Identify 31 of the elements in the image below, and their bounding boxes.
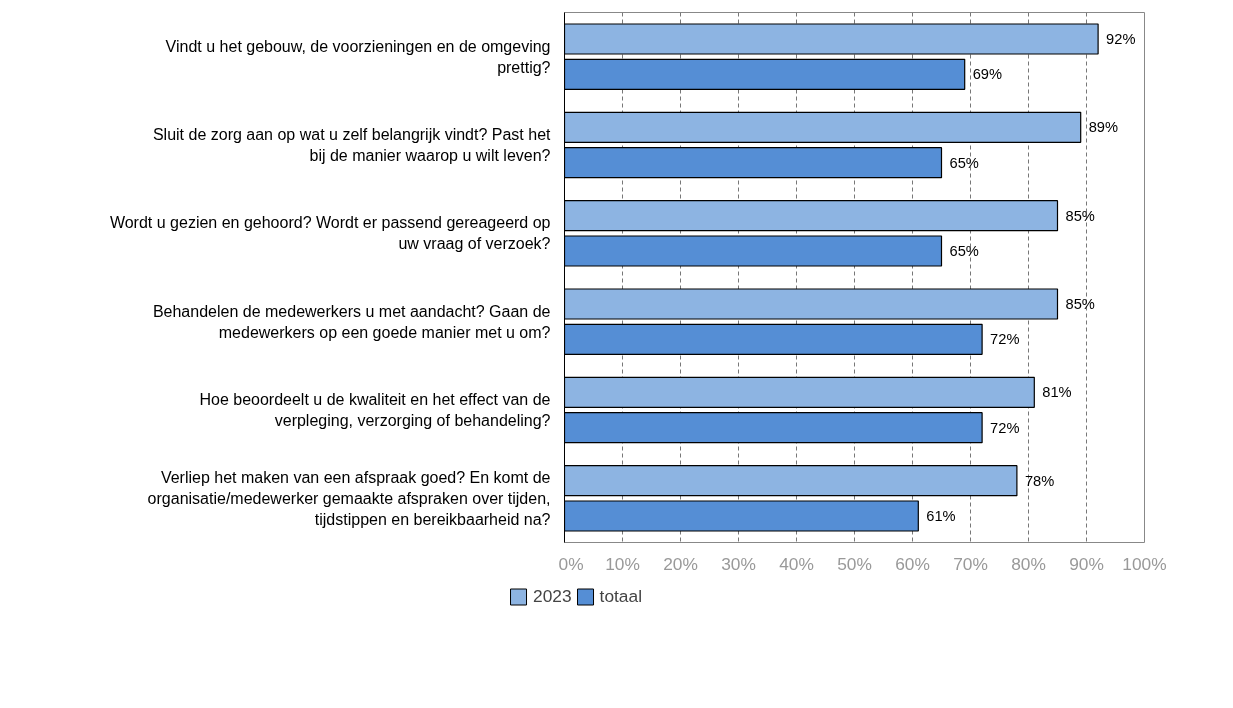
data-label: 92% xyxy=(1106,31,1136,47)
data-label: 85% xyxy=(1065,296,1095,312)
x-tick-label: 30% xyxy=(721,553,756,574)
x-tick-label: 0% xyxy=(558,553,584,574)
x-tick-label: 60% xyxy=(895,553,930,574)
data-label: 65% xyxy=(949,243,979,259)
x-tick-label: 10% xyxy=(605,553,640,574)
x-tick-label: 20% xyxy=(663,553,698,574)
x-tick-label: 70% xyxy=(953,553,988,574)
data-label: 78% xyxy=(1024,472,1055,489)
data-label: 72% xyxy=(990,419,1020,436)
y-tick-label: Wordt u gezien en gehoord? Wordt er passend gereageerd op uw vraag of verzoek? xyxy=(109,214,551,253)
y-tick-label: Verliep het maken van een afspraak goed? En komt de organisatie/medewerker gemaakte afspraken over tijden, tijdstippen en bereikbaarheid na? xyxy=(147,468,551,529)
y-tick-label: Vindt u het gebouw, de voorzieningen en de omgeving prettig? xyxy=(165,37,551,76)
data-label: 85% xyxy=(1065,207,1095,224)
x-tick-label: 80% xyxy=(1011,553,1046,574)
y-tick-label: Hoe beoordeelt u de kwaliteit en het effect van de verpleging, verzorging of behandeling? xyxy=(199,390,551,430)
legend-label: 2023 xyxy=(533,585,572,607)
y-tick-label: Sluit de zorg aan op wat u zelf belangrijk vindt? Past het bij de manier waarop u wilt leven? xyxy=(152,125,552,165)
data-label: 72% xyxy=(990,331,1020,348)
x-tick-label: 90% xyxy=(1069,553,1104,574)
data-label: 89% xyxy=(1088,119,1119,136)
data-label: 65% xyxy=(949,154,979,171)
x-tick-label: 100% xyxy=(1122,553,1167,574)
data-label: 81% xyxy=(1042,384,1072,401)
x-tick-label: 40% xyxy=(779,553,814,574)
y-tick-label: Behandelen de medewerkers u met aandacht? Gaan de medewerkers op een goede manier met u om? xyxy=(152,302,551,341)
data-label: 69% xyxy=(972,66,1003,83)
legend-label: totaal xyxy=(599,585,642,607)
data-label: 61% xyxy=(926,508,956,524)
x-tick-label: 50% xyxy=(837,553,872,574)
